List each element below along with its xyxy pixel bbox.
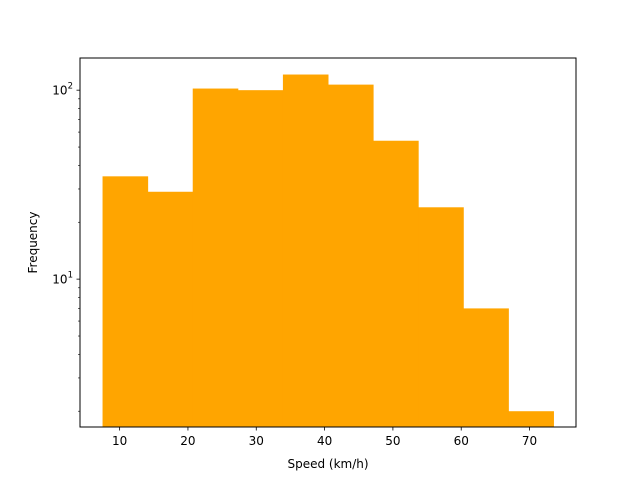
histogram-bar (102, 176, 149, 427)
histogram-bar (463, 308, 509, 427)
x-tick-label: 70 (522, 434, 537, 448)
histogram-bar (508, 411, 554, 427)
x-tick-label: 50 (385, 434, 400, 448)
histogram-bar (328, 84, 374, 428)
x-ticks: 10 20 30 40 50 60 70 (112, 427, 537, 448)
x-tick-label: 40 (317, 434, 332, 448)
y-tick-label: 101 (52, 271, 73, 287)
histogram-bar (418, 207, 464, 427)
x-tick-label: 10 (112, 434, 127, 448)
histogram-bar (147, 191, 194, 427)
histogram-bar (237, 90, 284, 428)
x-tick-label: 30 (249, 434, 264, 448)
histogram-bar (282, 74, 329, 428)
x-tick-label: 60 (454, 434, 469, 448)
x-axis-label: Speed (km/h) (287, 457, 368, 471)
histogram-bar (373, 140, 419, 427)
histogram-bar (192, 88, 239, 427)
y-tick-label: 102 (52, 82, 73, 98)
bars-group (102, 74, 554, 428)
y-axis-label: Frequency (26, 212, 40, 274)
x-tick-label: 20 (180, 434, 195, 448)
plot-frame (79, 57, 577, 428)
